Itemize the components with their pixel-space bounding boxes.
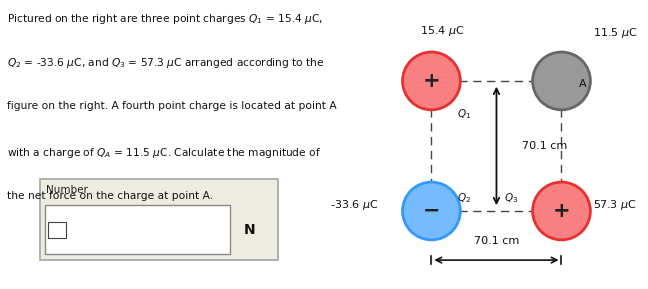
Circle shape (402, 182, 460, 240)
Text: +: + (422, 71, 440, 91)
Text: 70.1 cm: 70.1 cm (474, 236, 519, 246)
Text: 15.4 $\mu$C: 15.4 $\mu$C (420, 24, 465, 38)
Text: $Q_3$: $Q_3$ (503, 191, 518, 205)
Text: +: + (553, 201, 570, 221)
Bar (45, 205, 229, 254)
Text: 70.1 cm: 70.1 cm (522, 141, 568, 151)
Text: $Q_1$: $Q_1$ (457, 107, 472, 121)
Text: −: − (422, 201, 440, 221)
Circle shape (533, 182, 590, 240)
Text: with a charge of $Q_A$ = 11.5 $\mu$C. Calculate the magnitude of: with a charge of $Q_A$ = 11.5 $\mu$C. Ca… (6, 146, 321, 160)
Text: Pictured on the right are three point charges $Q_1$ = 15.4 $\mu$C,: Pictured on the right are three point ch… (6, 12, 323, 25)
Bar (40, 179, 277, 260)
Text: 11.5 $\mu$C: 11.5 $\mu$C (594, 27, 638, 40)
Text: A: A (579, 79, 586, 89)
Text: 57.3 $\mu$C: 57.3 $\mu$C (594, 198, 637, 212)
Text: the net force on the charge at point A.: the net force on the charge at point A. (6, 191, 213, 201)
Bar (48, 222, 66, 238)
Text: -33.6 $\mu$C: -33.6 $\mu$C (330, 198, 379, 212)
Text: Number: Number (46, 185, 88, 195)
Text: N: N (244, 223, 255, 237)
Circle shape (402, 52, 460, 110)
Text: $Q_2$ = -33.6 $\mu$C, and $Q_3$ = 57.3 $\mu$C arranged according to the: $Q_2$ = -33.6 $\mu$C, and $Q_3$ = 57.3 $… (6, 56, 324, 70)
Text: figure on the right. A fourth point charge is located at point A: figure on the right. A fourth point char… (6, 101, 336, 111)
Text: $Q_2$: $Q_2$ (457, 191, 472, 205)
Circle shape (533, 52, 590, 110)
